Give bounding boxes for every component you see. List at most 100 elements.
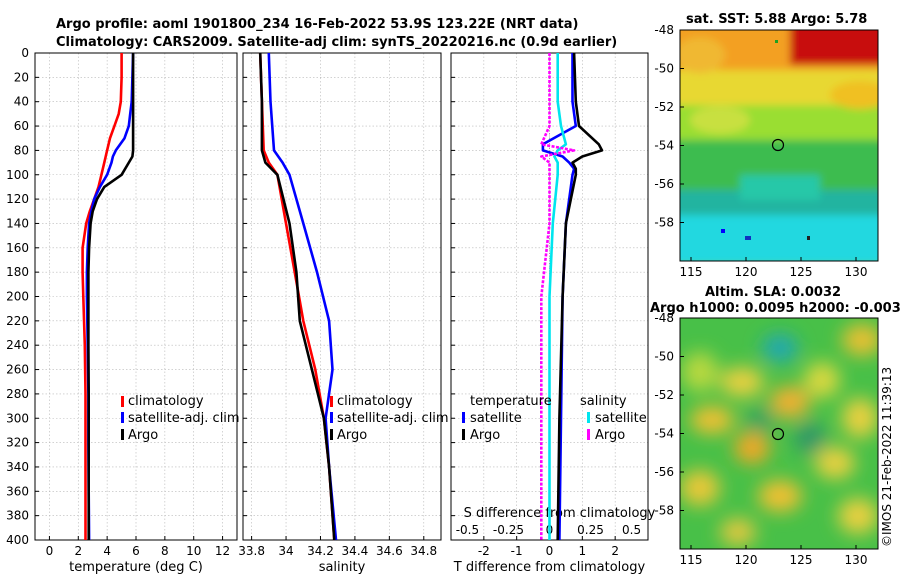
y-tick-label: 360 (6, 484, 29, 498)
legend-title-salinity: salinity (580, 394, 627, 409)
y-tick-label: 0 (21, 46, 29, 60)
y-tick-label: 300 (6, 411, 29, 425)
sst-map-title: sat. SST: 5.88 Argo: 5.78 (686, 12, 867, 27)
x-tick-label: -1 (511, 544, 523, 558)
legend-label-s-satellite: satellite (595, 411, 647, 426)
x-tick-label: 12 (215, 544, 230, 558)
y-tick-label: 20 (14, 70, 29, 84)
argo-position-marker-sst (771, 138, 785, 152)
x-tick-label: 6 (132, 544, 140, 558)
x-axis-label: salinity (319, 560, 366, 575)
sla-map (680, 318, 878, 549)
map-lon-label: 130 (845, 553, 868, 567)
salinity-profile-chart: 33.8 34 34.2 34.4 34.6 34.8 salinity (238, 52, 442, 575)
x-tick-label: 0 (46, 544, 54, 558)
series-line-argo-salinity (539, 53, 576, 540)
series-line-argo (258, 52, 336, 541)
map-lat-label: -58 (654, 216, 674, 230)
y-tick-label: 320 (6, 436, 29, 450)
map-lat-label: -54 (654, 427, 674, 441)
x-tick-label: 2 (74, 544, 82, 558)
y-tick-label: 140 (6, 216, 29, 230)
y-tick-label: 160 (6, 241, 29, 255)
legend-title-temperature: temperature (470, 394, 552, 409)
series-line-argo (87, 53, 135, 540)
map-lon-label: 115 (680, 265, 703, 279)
x-tick-label: 34 (278, 544, 293, 558)
salinity-legend: climatology satellite-adj. clim Argo (330, 394, 449, 443)
x-tick-label: 33.8 (238, 544, 265, 558)
y-tick-label: 180 (6, 265, 29, 279)
x-top-tick-label: -0.25 (493, 523, 524, 537)
x-tick-label: 34.6 (376, 544, 403, 558)
legend-label-argo: Argo (128, 428, 158, 443)
series-line-satellite-salinity (548, 53, 568, 540)
x-tick-label: 2 (611, 544, 619, 558)
map-lat-label: -50 (654, 62, 674, 76)
x-tick-label: 10 (186, 544, 201, 558)
map-lat-label: -50 (654, 350, 674, 364)
x-tick-label: 1 (579, 544, 587, 558)
map-lon-label: 125 (790, 265, 813, 279)
y-tick-label: 100 (6, 168, 29, 182)
map-lat-label: -52 (654, 100, 674, 114)
x-top-tick-label: 0.5 (622, 523, 641, 537)
x-top-tick-label: -0.5 (456, 523, 479, 537)
map-lat-label: -58 (654, 504, 674, 518)
y-tick-label: 60 (14, 119, 29, 133)
sst-map (680, 30, 878, 261)
y-tick-label: 340 (6, 460, 29, 474)
map-lat-label: -56 (654, 465, 674, 479)
map-lon-label: 130 (845, 265, 868, 279)
figure-title-line1: Argo profile: aoml 1901800_234 16-Feb-20… (56, 17, 578, 32)
y-tick-label: 240 (6, 338, 29, 352)
legend-label-climatology: climatology (128, 394, 204, 409)
legend-label-argo: Argo (337, 428, 367, 443)
series-line-argo (556, 52, 604, 541)
map-lat-label: -54 (654, 139, 674, 153)
argo-position-marker-sla (771, 427, 785, 441)
sla-map-title-line2: Argo h1000: 0.0095 h2000: -0.003 (650, 301, 900, 316)
sla-map-title-line1: Altim. SLA: 0.0032 (705, 285, 841, 300)
y-tick-label: 380 (6, 509, 29, 523)
x-tick-label: 4 (103, 544, 111, 558)
x-tick-label: 34.2 (307, 544, 334, 558)
y-tick-label: 200 (6, 290, 29, 304)
x-top-tick-label: 0.25 (577, 523, 604, 537)
map-lon-label: 115 (680, 553, 703, 567)
y-tick-label: 280 (6, 387, 29, 401)
x-tick-label: 34.4 (342, 544, 369, 558)
y-tick-label: 40 (14, 95, 29, 109)
y-tick-label: 120 (6, 192, 29, 206)
x-axis-label: T difference from climatology (453, 560, 646, 575)
legend-label-t-argo: Argo (470, 428, 500, 443)
map-lon-label: 120 (735, 265, 758, 279)
sst-map-axes: 115 120 125 130 -48 -50 -52 -54 -56 -58 (654, 23, 867, 279)
y-tick-label: 260 (6, 363, 29, 377)
x-tick-label: 0 (546, 544, 554, 558)
map-lat-label: -56 (654, 177, 674, 191)
temperature-legend: climatology satellite-adj. clim Argo (121, 394, 240, 443)
sla-map-axes: 115 120 125 130 -48 -50 -52 -54 -56 -58 (654, 311, 867, 567)
map-lat-label: -48 (654, 311, 674, 325)
figure-title-line2: Climatology: CARS2009. Satellite-adj cli… (56, 35, 617, 50)
series-line-satellite-adj-clim (267, 52, 338, 541)
map-lon-label: 120 (735, 553, 758, 567)
x-tick-label: -2 (478, 544, 490, 558)
y-tick-label: 80 (14, 143, 29, 157)
y-tick-label: 220 (6, 314, 29, 328)
difference-legend: temperature satellite Argo salinity sate… (462, 394, 647, 443)
x-axis-label: temperature (deg C) (69, 560, 203, 575)
temperature-profile-chart: 0204060801001201401601802002202402602803… (6, 46, 238, 575)
legend-label-climatology: climatology (337, 394, 413, 409)
map-lat-label: -48 (654, 23, 674, 37)
map-lat-label: -52 (654, 388, 674, 402)
watermark: ©IMOS 21-Feb-2022 11:39:13 (880, 367, 894, 547)
y-tick-label: 400 (6, 533, 29, 547)
x-tick-label: 8 (161, 544, 169, 558)
legend-label-s-argo: Argo (595, 428, 625, 443)
legend-label-satellite: satellite-adj. clim (337, 411, 449, 426)
map-lon-label: 125 (790, 553, 813, 567)
x-tick-label: 34.8 (410, 544, 437, 558)
